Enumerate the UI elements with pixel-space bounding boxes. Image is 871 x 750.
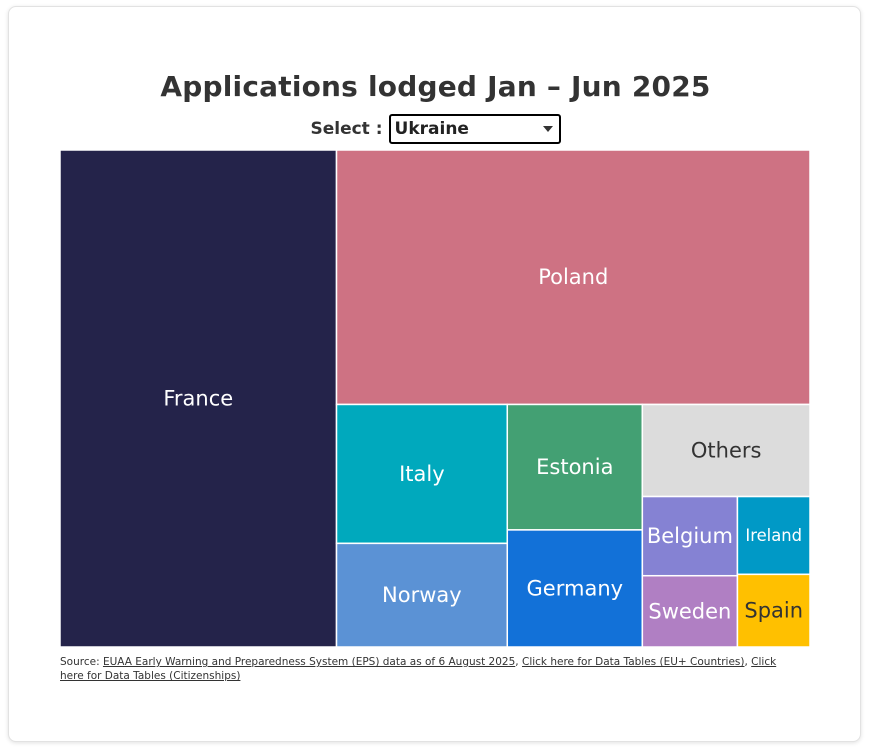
treemap-cell-belgium[interactable]: Belgium: [641, 495, 739, 577]
treemap-cell-poland[interactable]: Poland: [335, 150, 810, 406]
source-link-eu-countries[interactable]: Click here for Data Tables (EU+ Countrie…: [521, 656, 745, 668]
source-note: Source: EUAA Early Warning and Preparedn…: [60, 655, 800, 683]
treemap-label-others: Others: [691, 439, 762, 463]
treemap-cell-ireland[interactable]: Ireland: [736, 495, 810, 576]
treemap-label-norway: Norway: [382, 583, 462, 607]
treemap-rect-spain[interactable]: [736, 573, 810, 647]
treemap-cell-others[interactable]: Others: [641, 403, 810, 498]
chart-title: Applications lodged Jan – Jun 2025: [160, 70, 711, 103]
chevron-down-icon: [542, 126, 553, 132]
treemap-rect-italy[interactable]: [335, 403, 509, 545]
treemap-label-ireland: Ireland: [745, 526, 802, 545]
source-separator: ,: [744, 656, 752, 668]
treemap-label-germany: Germany: [527, 576, 624, 600]
treemap-label-poland: Poland: [538, 265, 608, 289]
select-label: Select :: [310, 119, 383, 139]
treemap-rect-sweden[interactable]: [641, 574, 739, 647]
source-prefix: Source:: [60, 656, 103, 668]
treemap-rect-others[interactable]: [641, 403, 810, 498]
country-select[interactable]: Ukraine: [388, 114, 561, 144]
treemap-cell-norway[interactable]: Norway: [335, 542, 509, 647]
treemap-label-estonia: Estonia: [536, 455, 613, 479]
country-selector-row: Select : Ukraine: [0, 114, 871, 144]
treemap-rect-norway[interactable]: [335, 542, 509, 647]
treemap-cell-sweden[interactable]: Sweden: [641, 574, 739, 647]
source-link-citizenships[interactable]: Click here for Data Tables (Citizenships…: [60, 656, 777, 682]
treemap-cell-germany[interactable]: Germany: [506, 529, 644, 647]
treemap-rect-estonia[interactable]: [506, 403, 644, 531]
treemap-cell-spain[interactable]: Spain: [736, 573, 810, 647]
treemap-label-italy: Italy: [399, 462, 445, 486]
treemap-rect-germany[interactable]: [506, 529, 644, 647]
treemap-chart: France Poland Italy Norway Estonia Germany Oth…: [60, 150, 810, 647]
treemap-label-spain: Spain: [744, 599, 803, 623]
source-separator: ,: [515, 656, 522, 668]
treemap-cell-estonia[interactable]: Estonia: [506, 403, 644, 531]
treemap-label-belgium: Belgium: [647, 524, 733, 548]
source-link-eps[interactable]: EUAA Early Warning and Preparedness Syst…: [102, 656, 516, 668]
treemap-rect-france[interactable]: [60, 150, 338, 647]
treemap-label-sweden: Sweden: [648, 599, 731, 623]
country-select-value: Ukraine: [394, 119, 469, 139]
treemap-cell-france[interactable]: France: [60, 150, 338, 647]
treemap-rect-belgium[interactable]: [641, 495, 739, 577]
treemap-label-france: France: [163, 387, 233, 411]
treemap-cell-italy[interactable]: Italy: [335, 403, 509, 545]
